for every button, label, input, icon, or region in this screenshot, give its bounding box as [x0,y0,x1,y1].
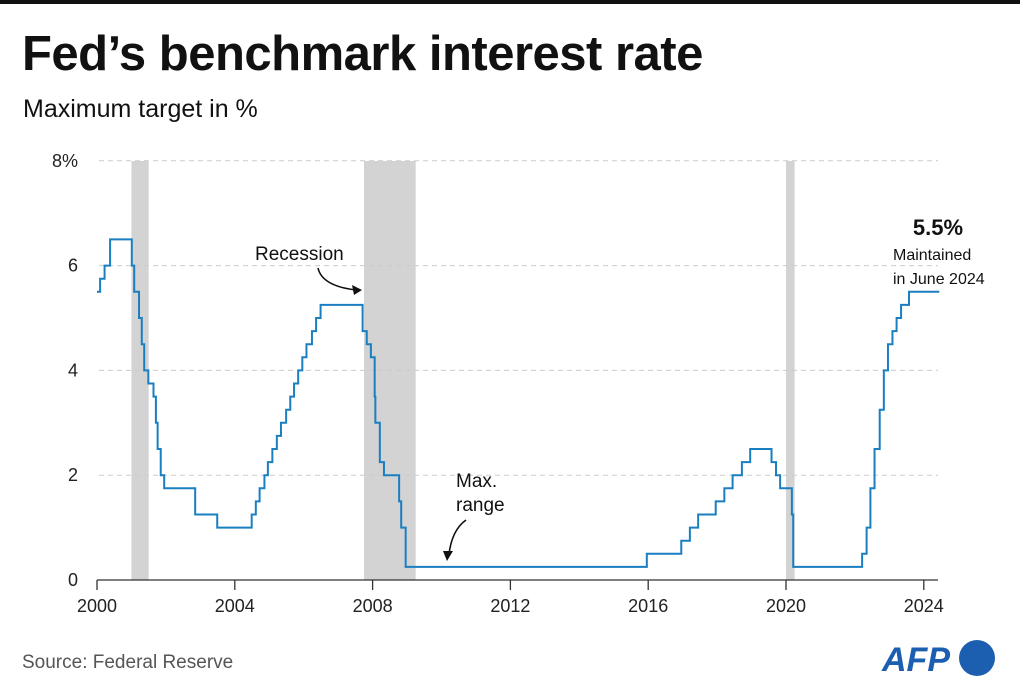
annotation-recession: Recession [255,244,344,265]
y-tick-label: 4 [68,360,78,380]
max-range-arrowhead [443,551,453,561]
y-tick-label: 6 [68,256,78,276]
chart-subtitle: Maximum target in % [23,95,258,123]
y-tick-label: 8% [52,151,78,171]
x-tick-label: 2000 [77,596,117,616]
rate-line [97,238,940,568]
recession-arrow [317,267,357,291]
y-tick-label: 0 [68,570,78,590]
top-rule [0,0,1020,4]
source-note: Source: Federal Reserve [22,652,234,673]
afp-logo-text: AFP [881,641,950,679]
recession-band [786,161,795,580]
x-tick-label: 2016 [628,596,668,616]
x-tick-label: 2004 [215,596,255,616]
recession-arrowhead [352,285,362,295]
annotation-latest-note-1: Maintained [893,247,971,264]
x-tick-label: 2008 [353,596,393,616]
max-range-arrow [448,519,467,555]
x-tick-label: 2020 [766,596,806,616]
annotation-max: Max. [456,471,497,492]
afp-logo: AFP [881,640,995,679]
annotation-latest-value: 5.5% [913,215,963,240]
y-tick-label: 2 [68,465,78,485]
annotation-range: range [456,495,505,516]
annotation-latest-note-2: in June 2024 [893,271,985,288]
afp-logo-circle [959,640,995,676]
x-tick-label: 2012 [490,596,530,616]
x-tick-label: 2024 [904,596,944,616]
chart-title: Fed’s benchmark interest rate [22,27,703,81]
